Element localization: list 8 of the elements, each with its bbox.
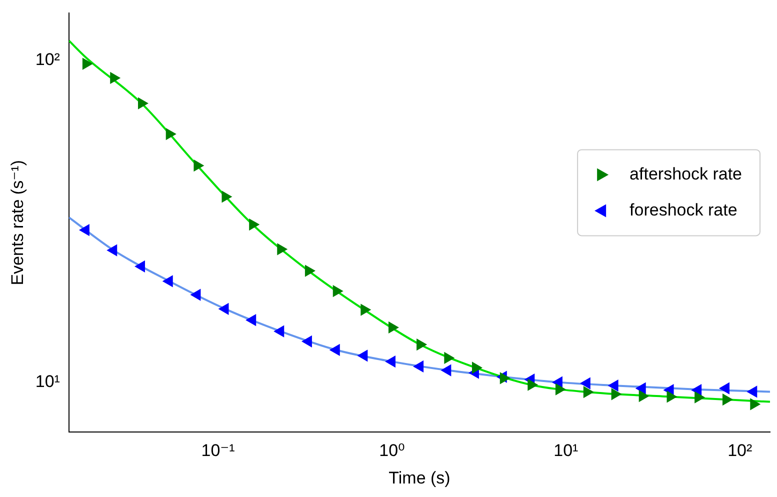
x-tick-label: 10¹ — [554, 441, 579, 460]
x-tick-label: 10⁻¹ — [201, 441, 236, 460]
legend-label: aftershock rate — [630, 164, 742, 184]
x-tick-label: 10² — [728, 441, 752, 460]
legend-label: foreshock rate — [630, 200, 738, 220]
x-axis-title: Time (s) — [388, 468, 450, 488]
x-tick-label: 10⁰ — [379, 441, 406, 460]
y-axis-title: Events rate (s⁻¹) — [8, 160, 27, 286]
